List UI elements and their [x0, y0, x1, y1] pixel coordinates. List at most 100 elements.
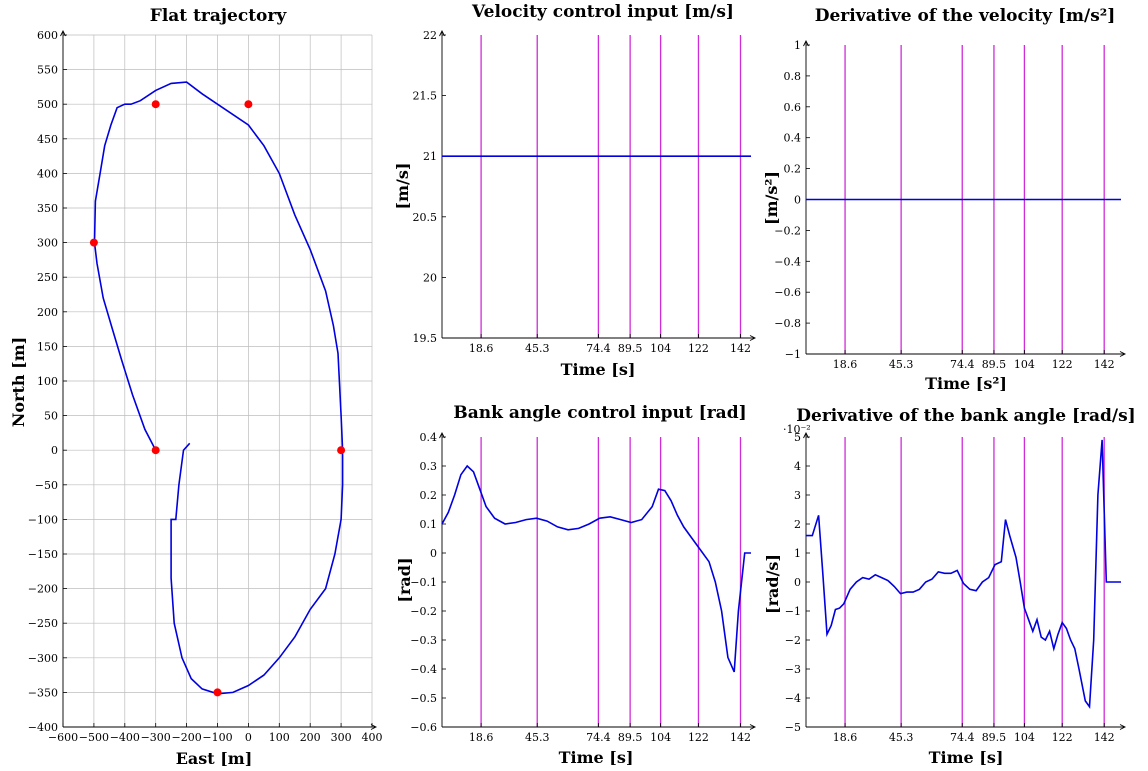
y-tick-label: 22	[423, 29, 437, 42]
y-tick-label: 100	[37, 375, 58, 388]
x-tick-label: 142	[730, 342, 751, 355]
x-tick-label: 18.6	[833, 358, 858, 371]
ylabel-velocity-control-input: [m/s]	[393, 163, 412, 210]
x-tick-label: 74.4	[950, 358, 975, 371]
x-tick-label: −100	[202, 731, 232, 744]
panel-flat-trajectory: Flat trajectory East [m] North [m] −600−…	[9, 6, 383, 768]
y-tick-label: 0.6	[784, 101, 802, 114]
y-tick-label: −1	[785, 605, 801, 618]
x-tick-label: 104	[1014, 358, 1035, 371]
y-tick-label: 0	[430, 547, 437, 560]
x-tick-label: 300	[331, 731, 352, 744]
y-tick-label: 0.4	[784, 132, 802, 145]
x-tick-label: 104	[650, 342, 671, 355]
x-tick-label: 122	[688, 731, 709, 744]
waypoint-marker	[152, 100, 160, 108]
y-tick-label: −250	[28, 617, 58, 630]
y-tick-label: 600	[37, 29, 58, 42]
y-tick-label: 19.5	[413, 332, 438, 345]
y-tick-label: −50	[35, 479, 58, 492]
series-line	[95, 82, 343, 694]
y-tick-label: 3	[794, 489, 801, 502]
waypoint-marker	[244, 100, 252, 108]
x-tick-label: 74.4	[950, 731, 975, 744]
x-tick-label: 89.5	[982, 358, 1007, 371]
y-tick-label: 0	[794, 576, 801, 589]
y-tick-label: −0.4	[774, 255, 801, 268]
y-tick-label: −300	[28, 652, 58, 665]
y-tick-label: 200	[37, 306, 58, 319]
waypoint-marker	[214, 688, 222, 696]
title-bank-angle-derivative: Derivative of the bank angle [rad/s]	[796, 406, 1135, 426]
y-tick-label: −0.3	[410, 634, 437, 647]
x-tick-label: 400	[362, 731, 383, 744]
panel-bank-angle-control-input: Bank angle control input [rad] Time [s] …	[395, 403, 755, 767]
series-line	[806, 440, 1121, 707]
x-tick-label: 45.3	[889, 731, 914, 744]
y-tick-label: 4	[794, 460, 801, 473]
x-tick-label: 122	[1052, 731, 1073, 744]
x-tick-label: 45.3	[889, 358, 914, 371]
waypoint-marker	[152, 446, 160, 454]
y-tick-label: 2	[794, 518, 801, 531]
y-tick-label: 150	[37, 340, 58, 353]
y-tick-label: 250	[37, 271, 58, 284]
y-tick-label: −150	[28, 548, 58, 561]
y-tick-label: −2	[785, 634, 801, 647]
y-tick-label: 0.8	[784, 70, 802, 83]
y-tick-label: 350	[37, 202, 58, 215]
waypoint-marker	[90, 239, 98, 247]
y-tick-label: −100	[28, 513, 58, 526]
x-tick-label: 89.5	[982, 731, 1007, 744]
x-tick-label: 45.3	[525, 342, 550, 355]
ylabel-flat-trajectory: North [m]	[9, 337, 28, 427]
x-tick-label: 142	[1094, 358, 1115, 371]
y-tick-label: 50	[44, 410, 58, 423]
y-tick-label: −3	[785, 663, 801, 676]
y-tick-label: −0.6	[774, 286, 801, 299]
xlabel-flat-trajectory: East [m]	[176, 749, 253, 768]
y-tick-label: 0.2	[420, 489, 438, 502]
x-tick-label: 74.4	[586, 731, 611, 744]
xlabel-bank-angle-derivative: Time [s]	[929, 748, 1004, 767]
x-tick-label: 18.6	[833, 731, 858, 744]
y-tick-label: −0.1	[410, 576, 437, 589]
x-tick-label: 89.5	[618, 731, 643, 744]
y-tick-label: −0.6	[410, 721, 437, 734]
y-tick-label: 0.3	[420, 460, 438, 473]
y-tick-label: −0.4	[410, 663, 437, 676]
panel-velocity-control-input: Velocity control input [m/s] Time [s] [m…	[393, 2, 755, 379]
x-tick-label: 74.4	[586, 342, 611, 355]
x-tick-label: 45.3	[525, 731, 550, 744]
y-tick-label: 20	[423, 271, 437, 284]
y-tick-label: 21.5	[413, 90, 438, 103]
y-tick-label: −4	[785, 692, 801, 705]
y-tick-label: 1	[794, 547, 801, 560]
x-tick-label: 100	[269, 731, 290, 744]
title-flat-trajectory: Flat trajectory	[150, 6, 288, 26]
x-tick-label: 142	[730, 731, 751, 744]
xlabel-velocity-derivative: Time [s²]	[925, 374, 1007, 393]
x-tick-label: 89.5	[618, 342, 643, 355]
y-tick-label: 400	[37, 167, 58, 180]
title-bank-angle-control-input: Bank angle control input [rad]	[453, 403, 746, 423]
panel-velocity-derivative: Derivative of the velocity [m/s²] Time […	[762, 6, 1125, 393]
y-tick-label: 500	[37, 98, 58, 111]
y-tick-label: 0	[794, 194, 801, 207]
title-velocity-derivative: Derivative of the velocity [m/s²]	[815, 6, 1116, 26]
y-tick-label: −400	[28, 721, 58, 734]
y-tick-label: −200	[28, 583, 58, 596]
y-tick-label: −0.2	[410, 605, 437, 618]
y-tick-label: 300	[37, 237, 58, 250]
x-tick-label: 142	[1094, 731, 1115, 744]
waypoint-marker	[337, 446, 345, 454]
x-tick-label: 18.6	[469, 731, 494, 744]
y-tick-label: −350	[28, 686, 58, 699]
y-tick-label: 0.4	[420, 431, 438, 444]
y-tick-label: −5	[785, 721, 801, 734]
y-tick-label: −1	[785, 348, 801, 361]
y-tick-label: 0	[51, 444, 58, 457]
y-tick-label: 20.5	[413, 211, 438, 224]
x-tick-label: 0	[245, 731, 252, 744]
x-tick-label: 104	[1014, 731, 1035, 744]
